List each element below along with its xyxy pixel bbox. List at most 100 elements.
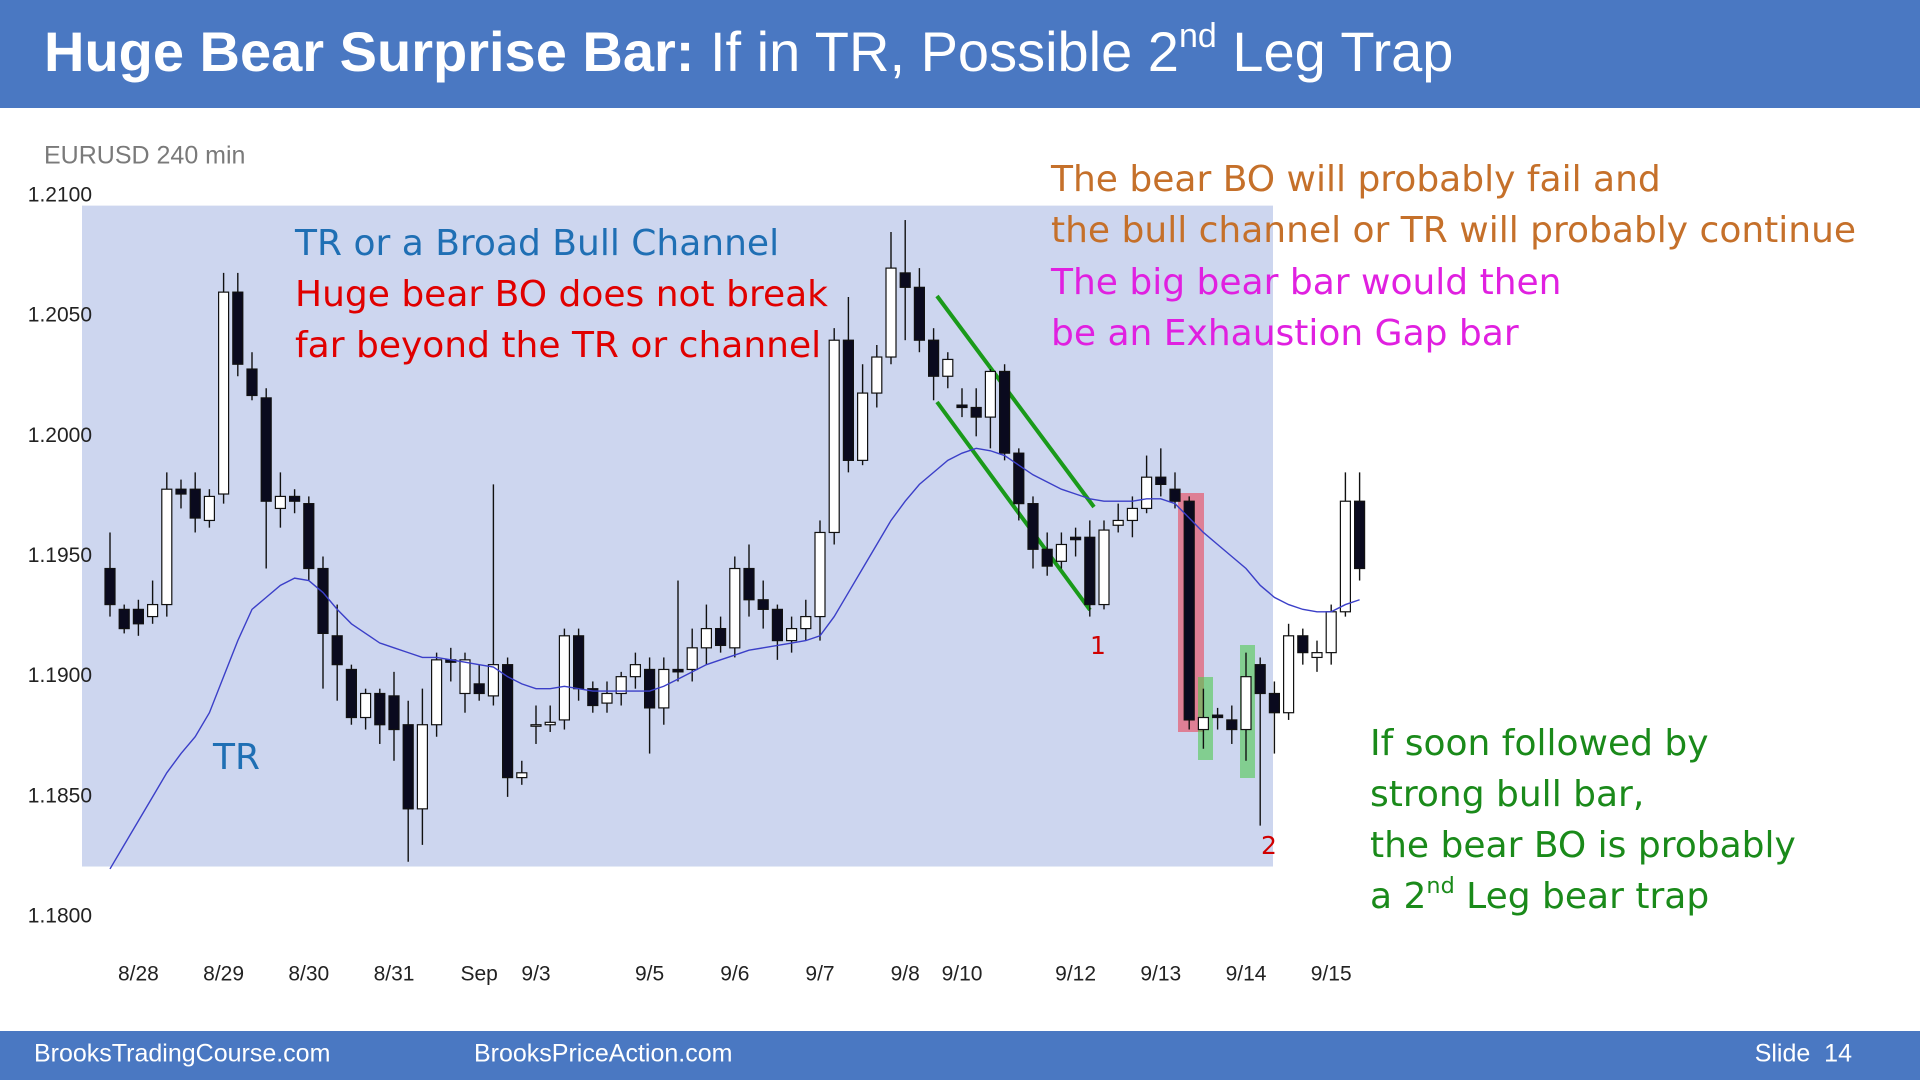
candle-body [161,488,173,606]
plot: 1.2100 1.2050 1.2000 1.1950 1.1900 1.1850 1.18… [28,159,1856,986]
candle-body [700,627,713,649]
candle-body [1055,543,1068,562]
candle-body [502,664,514,779]
footer-site: BrooksPriceAction.com [474,1040,732,1068]
x-tick-label: 9/15 [1311,963,1352,986]
candle-body [303,503,315,570]
candle-body [218,291,230,495]
candle-body [714,627,727,647]
title-text: If in TR, Possible 2 [694,20,1179,83]
candle-body [544,721,556,726]
candle-body [175,488,187,495]
title-sup: nd [1179,17,1217,55]
x-tick-label: 9/6 [720,963,749,986]
candle-body [1155,476,1167,486]
candle-body [246,368,258,397]
channel-line [935,294,1096,509]
y-tick-label: 1.2050 [28,304,92,327]
candle-body [459,659,471,695]
candle-body [658,668,670,709]
candle-body [260,397,272,502]
x-tick-label: 9/14 [1226,963,1267,986]
candle-body [1098,529,1110,606]
candle-body [1126,507,1139,522]
candle-body [771,608,784,642]
candle-body [317,567,329,635]
candle-body [1013,452,1025,505]
candle-body [871,356,883,394]
candle-body [189,488,201,519]
candle-body [360,692,372,719]
annotation-text: Leg bear trap [1455,876,1709,917]
header-bar [0,0,1920,108]
candle-body [402,724,414,810]
footer-site: BrooksTradingCourse.com [34,1040,330,1068]
annotation: a 2nd Leg bear trap [1370,873,1709,918]
candle-body [388,695,400,731]
candle-body [1169,488,1181,502]
candle-body [374,692,386,726]
y-tick-label: 1.1850 [28,784,92,807]
candle-body [1226,719,1238,731]
annotation-sup: nd [1426,873,1454,899]
candle-body [1183,500,1195,721]
x-tick-label: 9/10 [942,963,983,986]
candle-body [842,339,855,461]
candle-body [431,659,443,726]
candle-body [828,339,840,534]
candle-body [743,567,755,601]
annotation: Huge bear BO does not break [295,274,828,315]
candle-body [1297,635,1309,654]
candle-body [1027,503,1039,550]
candle-body [558,635,571,721]
y-tick-label: 1.1950 [28,544,92,567]
y-tick-label: 1.1800 [28,905,92,928]
candle-body [1084,536,1096,606]
candle-body [274,495,286,510]
candle-body [615,676,627,695]
candle-body [956,404,968,409]
candle-body [118,608,130,630]
candle-body [1339,500,1352,613]
candle-body [785,627,798,642]
candle-body [587,688,599,707]
candle-body [729,567,741,649]
annotation: If soon followed by [1370,723,1709,764]
candle-body [899,272,911,288]
x-tick-label: 9/8 [891,963,920,986]
candle-body [800,615,812,630]
candle-body [530,724,542,727]
candle-body [473,683,485,695]
x-tick-label: 8/29 [203,963,244,986]
candle-body [1325,611,1337,654]
candle-body [686,647,698,671]
candle-body [913,286,926,341]
candle-body [203,495,215,522]
candle-body [970,406,982,418]
candle-body [345,668,357,719]
x-tick-label: 8/30 [288,963,329,986]
annotation: 2 [1261,831,1277,860]
candle-body [1282,635,1295,714]
candle-body [601,692,613,704]
candle-body [487,664,499,697]
candle-body [1240,676,1252,731]
annotation: 1 [1090,631,1106,660]
candle-body [1041,548,1053,567]
candle-body [1069,536,1082,541]
annotation: TR or a Broad Bull Channel [294,223,779,264]
footer-bar [0,1031,1920,1080]
candle-body [147,603,159,618]
candle-body [1197,716,1210,731]
candle-body [984,370,997,418]
annotation: the bear BO is probably [1370,825,1796,866]
annotation: TR [212,737,260,778]
candle-body [232,291,244,365]
title-bold: Huge Bear Surprise Bar: [44,20,694,83]
candle-body [132,608,144,625]
x-tick-label: 9/12 [1055,963,1096,986]
annotation: The big bear bar would then [1050,262,1562,303]
x-tick-label: Sep [461,963,498,986]
annotation-text: a 2 [1370,876,1426,917]
candle-body [1254,664,1266,695]
